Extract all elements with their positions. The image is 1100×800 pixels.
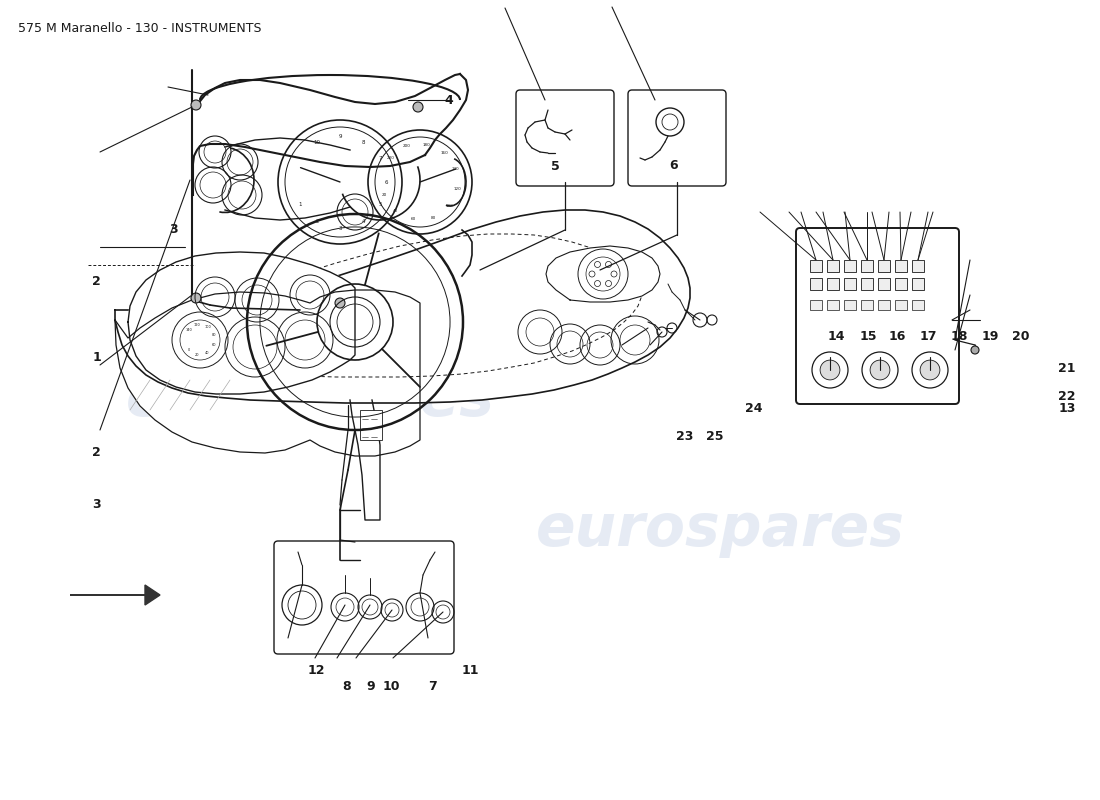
Text: 3: 3	[92, 498, 101, 510]
Text: 20: 20	[195, 353, 199, 357]
Text: 6: 6	[669, 159, 678, 172]
Text: 120: 120	[194, 323, 201, 327]
Circle shape	[412, 102, 424, 112]
Text: 1: 1	[92, 351, 101, 364]
Text: 7: 7	[378, 157, 382, 162]
Text: 6: 6	[384, 179, 387, 185]
Circle shape	[821, 360, 840, 380]
Text: 2: 2	[316, 219, 319, 224]
Circle shape	[336, 298, 345, 308]
Bar	[895, 278, 908, 290]
Circle shape	[971, 346, 979, 354]
Text: 18: 18	[950, 330, 968, 342]
Text: 2: 2	[92, 446, 101, 458]
Circle shape	[191, 100, 201, 110]
Text: 20: 20	[1012, 330, 1030, 342]
Polygon shape	[128, 252, 355, 394]
Text: 80: 80	[212, 333, 217, 337]
Text: 8: 8	[342, 680, 351, 693]
Text: 60: 60	[410, 218, 416, 222]
FancyBboxPatch shape	[516, 90, 614, 186]
Text: 15: 15	[859, 330, 877, 342]
Bar	[844, 300, 856, 310]
Text: 140: 140	[185, 328, 191, 332]
Bar	[810, 278, 822, 290]
Text: 40: 40	[393, 209, 398, 213]
Text: 120: 120	[453, 186, 461, 190]
Text: 23: 23	[675, 430, 693, 442]
Text: 11: 11	[462, 664, 480, 677]
Text: 9: 9	[366, 680, 375, 693]
Bar	[878, 300, 890, 310]
Text: 19: 19	[981, 330, 999, 342]
Bar	[827, 260, 839, 272]
Bar	[861, 260, 873, 272]
Bar	[878, 278, 890, 290]
Text: 0: 0	[187, 348, 189, 352]
Text: 14: 14	[827, 330, 845, 342]
Text: 180: 180	[422, 142, 430, 146]
Text: 12: 12	[308, 664, 326, 677]
Text: 24: 24	[745, 402, 762, 414]
Text: 16: 16	[889, 330, 906, 342]
Polygon shape	[116, 210, 690, 403]
Text: 9: 9	[339, 134, 342, 138]
Bar	[878, 260, 890, 272]
Bar	[844, 278, 856, 290]
Bar	[810, 260, 822, 272]
Text: 4: 4	[361, 219, 365, 224]
Bar	[861, 300, 873, 310]
Bar	[895, 300, 908, 310]
Text: 100: 100	[446, 205, 453, 209]
Text: 20: 20	[382, 193, 387, 197]
FancyBboxPatch shape	[628, 90, 726, 186]
Polygon shape	[116, 290, 420, 456]
Text: 25: 25	[706, 430, 724, 442]
FancyBboxPatch shape	[274, 541, 454, 654]
Text: 10: 10	[383, 680, 400, 693]
Bar	[895, 260, 908, 272]
Text: 17: 17	[920, 330, 937, 342]
Text: 22: 22	[1058, 390, 1076, 402]
Text: 5: 5	[378, 202, 382, 207]
Bar	[827, 278, 839, 290]
Text: 140: 140	[452, 167, 460, 171]
FancyBboxPatch shape	[796, 228, 959, 404]
Text: 2: 2	[92, 275, 101, 288]
Text: eurospares: eurospares	[536, 502, 904, 558]
Text: 4: 4	[444, 94, 453, 106]
Text: 100: 100	[205, 325, 211, 329]
Bar	[810, 300, 822, 310]
Text: 8: 8	[361, 140, 365, 145]
Bar	[360, 410, 382, 440]
Text: 21: 21	[1058, 362, 1076, 374]
Text: 1: 1	[298, 202, 301, 207]
Polygon shape	[546, 246, 660, 302]
Circle shape	[870, 360, 890, 380]
Text: 7: 7	[428, 680, 437, 693]
Text: 5: 5	[551, 160, 560, 173]
Circle shape	[191, 293, 201, 303]
Text: 220: 220	[387, 155, 395, 159]
Text: eurospares: eurospares	[125, 371, 495, 429]
Bar	[912, 300, 924, 310]
Bar	[912, 278, 924, 290]
Text: 3: 3	[339, 226, 342, 230]
Bar	[912, 260, 924, 272]
Text: 40: 40	[206, 351, 210, 355]
Circle shape	[920, 360, 939, 380]
Text: 10: 10	[314, 140, 320, 145]
Bar	[861, 278, 873, 290]
Polygon shape	[70, 585, 160, 605]
Text: 80: 80	[430, 216, 436, 220]
Text: 200: 200	[403, 144, 411, 148]
Text: 160: 160	[441, 151, 449, 155]
Text: 575 M Maranello - 130 - INSTRUMENTS: 575 M Maranello - 130 - INSTRUMENTS	[18, 22, 262, 35]
Text: 60: 60	[212, 343, 217, 347]
Bar	[827, 300, 839, 310]
Bar	[844, 260, 856, 272]
Text: 3: 3	[169, 223, 178, 236]
Text: 13: 13	[1058, 402, 1076, 414]
